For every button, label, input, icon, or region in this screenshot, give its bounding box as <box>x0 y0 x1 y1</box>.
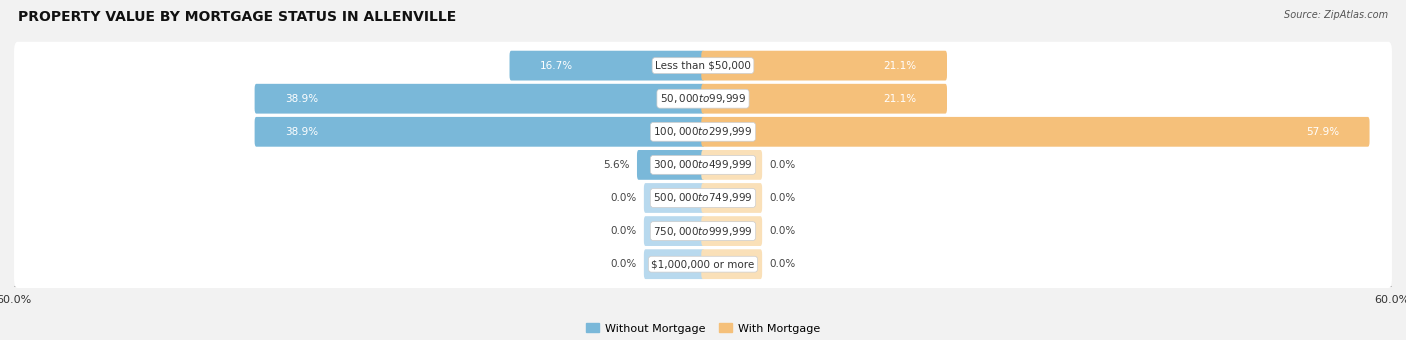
Text: 57.9%: 57.9% <box>1306 127 1339 137</box>
FancyBboxPatch shape <box>702 216 762 246</box>
FancyBboxPatch shape <box>509 51 704 81</box>
FancyBboxPatch shape <box>14 207 1392 255</box>
FancyBboxPatch shape <box>702 117 1369 147</box>
Text: Less than $50,000: Less than $50,000 <box>655 61 751 71</box>
FancyBboxPatch shape <box>702 183 762 213</box>
Text: 38.9%: 38.9% <box>285 94 318 104</box>
FancyBboxPatch shape <box>637 150 704 180</box>
Text: 0.0%: 0.0% <box>610 259 637 269</box>
Text: $500,000 to $749,999: $500,000 to $749,999 <box>654 191 752 204</box>
Text: $300,000 to $499,999: $300,000 to $499,999 <box>654 158 752 171</box>
Text: 5.6%: 5.6% <box>603 160 630 170</box>
Text: 0.0%: 0.0% <box>610 226 637 236</box>
Text: 16.7%: 16.7% <box>540 61 574 71</box>
Text: 0.0%: 0.0% <box>610 193 637 203</box>
FancyBboxPatch shape <box>644 183 704 213</box>
Text: PROPERTY VALUE BY MORTGAGE STATUS IN ALLENVILLE: PROPERTY VALUE BY MORTGAGE STATUS IN ALL… <box>18 10 457 24</box>
FancyBboxPatch shape <box>14 141 1392 189</box>
Text: 0.0%: 0.0% <box>769 160 796 170</box>
Text: $1,000,000 or more: $1,000,000 or more <box>651 259 755 269</box>
Text: 0.0%: 0.0% <box>769 226 796 236</box>
Text: 0.0%: 0.0% <box>769 259 796 269</box>
FancyBboxPatch shape <box>14 42 1392 89</box>
FancyBboxPatch shape <box>644 249 704 279</box>
Text: 21.1%: 21.1% <box>883 94 917 104</box>
Text: Source: ZipAtlas.com: Source: ZipAtlas.com <box>1284 10 1388 20</box>
FancyBboxPatch shape <box>702 51 948 81</box>
Text: $100,000 to $299,999: $100,000 to $299,999 <box>654 125 752 138</box>
FancyBboxPatch shape <box>702 249 762 279</box>
Text: $50,000 to $99,999: $50,000 to $99,999 <box>659 92 747 105</box>
FancyBboxPatch shape <box>702 84 948 114</box>
FancyBboxPatch shape <box>14 108 1392 156</box>
Text: $750,000 to $999,999: $750,000 to $999,999 <box>654 225 752 238</box>
FancyBboxPatch shape <box>254 84 704 114</box>
Text: 38.9%: 38.9% <box>285 127 318 137</box>
FancyBboxPatch shape <box>254 117 704 147</box>
FancyBboxPatch shape <box>14 75 1392 122</box>
FancyBboxPatch shape <box>702 150 762 180</box>
Text: 21.1%: 21.1% <box>883 61 917 71</box>
FancyBboxPatch shape <box>14 240 1392 288</box>
Legend: Without Mortgage, With Mortgage: Without Mortgage, With Mortgage <box>582 319 824 338</box>
FancyBboxPatch shape <box>14 174 1392 222</box>
FancyBboxPatch shape <box>644 216 704 246</box>
Text: 0.0%: 0.0% <box>769 193 796 203</box>
